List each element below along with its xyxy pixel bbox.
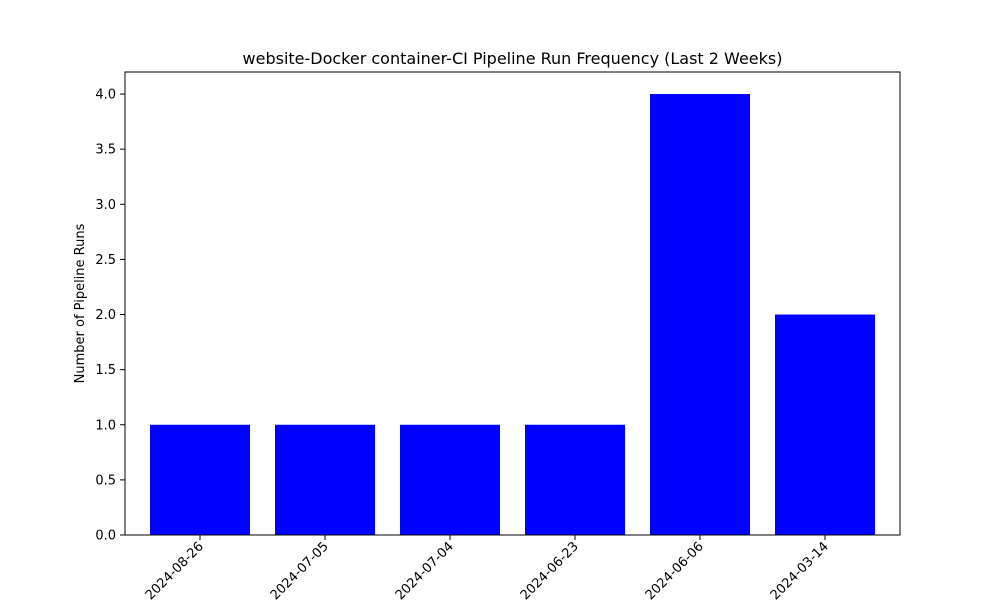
- x-axis-ticks: 2024-08-26 2024-07-05 2024-07-04 2024-06-23…: [143, 535, 832, 600]
- y-tick-label: 1.0: [95, 418, 116, 433]
- x-tick-label: 2024-06-06: [643, 539, 707, 600]
- chart-title: website-Docker container-CI Pipeline Run…: [243, 49, 783, 68]
- bar-2024-03-14: [775, 315, 875, 535]
- y-tick-label: 4.0: [95, 88, 116, 103]
- x-tick-label: 2024-06-23: [518, 539, 582, 600]
- y-axis-ticks: 0.0 0.5 1.0 1.5 2.0 2.5 3.0 3.5 4.0: [95, 88, 125, 544]
- bar-2024-06-23: [525, 425, 625, 535]
- bar-2024-07-04: [400, 425, 500, 535]
- y-axis-label: Number of Pipeline Runs: [73, 223, 88, 383]
- y-tick-label: 0.0: [95, 529, 116, 544]
- bar-2024-08-26: [150, 425, 250, 535]
- y-tick-label: 2.0: [95, 308, 116, 323]
- x-tick-label: 2024-03-14: [768, 539, 832, 600]
- y-tick-label: 2.5: [95, 253, 116, 268]
- bar-2024-07-05: [275, 425, 375, 535]
- x-tick-label: 2024-08-26: [143, 539, 207, 600]
- x-tick-label: 2024-07-05: [268, 539, 332, 600]
- y-tick-label: 0.5: [95, 473, 116, 488]
- y-tick-label: 1.5: [95, 363, 116, 378]
- bars-group: [150, 94, 875, 535]
- y-tick-label: 3.0: [95, 198, 116, 213]
- x-tick-label: 2024-07-04: [393, 539, 457, 600]
- y-tick-label: 3.5: [95, 143, 116, 158]
- bar-2024-06-06: [650, 94, 750, 535]
